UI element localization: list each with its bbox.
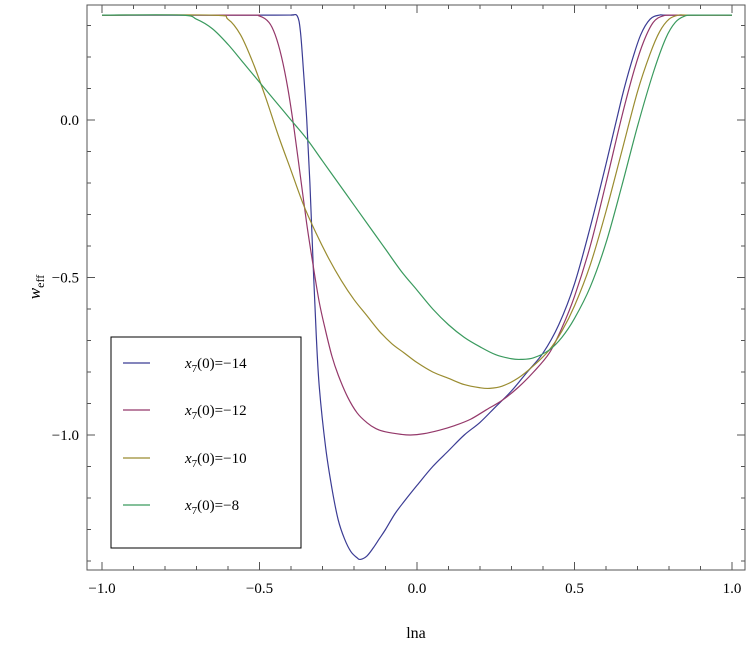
- legend-label-2: x7(0)=−12: [184, 403, 247, 422]
- y-tick-label: −1.0: [52, 428, 79, 444]
- legend-label-1: x7(0)=−14: [184, 356, 247, 375]
- x-tick-label: −0.5: [246, 581, 273, 597]
- legend-label-3: x7(0)=−10: [184, 451, 247, 470]
- x-tick-label: 1.0: [723, 581, 742, 597]
- plot-frame: [86, 4, 746, 571]
- y-axis-label: weff: [25, 275, 47, 299]
- axis-ticks: [87, 5, 745, 570]
- x-axis-label: lna: [406, 625, 426, 642]
- series-line-1: [101, 13, 732, 561]
- x-tick-label: 0.5: [565, 581, 584, 597]
- series-line-2: [101, 14, 733, 436]
- series-lines: [101, 13, 733, 561]
- series-line-4: [101, 14, 733, 361]
- legend-label-4: x7(0)=−8: [184, 498, 239, 517]
- series-line-3: [101, 14, 732, 390]
- x-tick-label: −1.0: [88, 581, 115, 597]
- legend: x7(0)=−14 x7(0)=−12 x7(0)=−10 x7(0)=−8: [110, 336, 302, 549]
- y-tick-label: −0.5: [52, 271, 79, 287]
- tick-labels: −1.0 −0.5 0.0 0.5 1.0 0.0 −0.5 −1.0: [52, 113, 742, 597]
- legend-box: [110, 336, 302, 549]
- x-tick-label: 0.0: [408, 581, 427, 597]
- y-tick-label: 0.0: [60, 113, 79, 129]
